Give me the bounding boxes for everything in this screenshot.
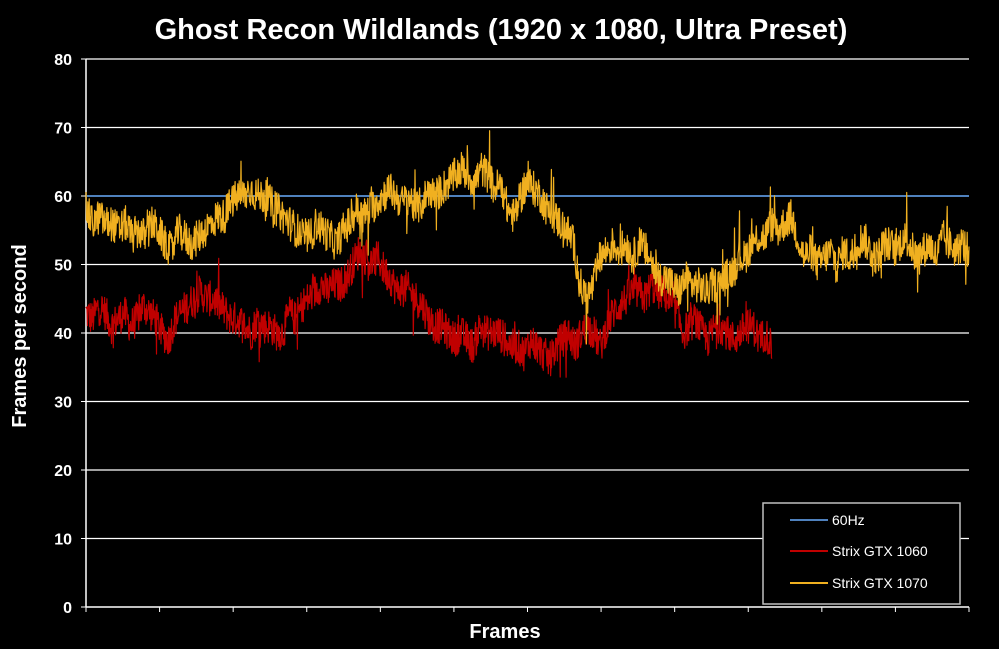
chart-title: Ghost Recon Wildlands (1920 x 1080, Ultr… — [155, 14, 848, 46]
series-layer — [85, 130, 970, 378]
series-line-strix-gtx-1060 — [85, 237, 773, 378]
x-axis-label: Frames — [469, 621, 540, 643]
y-axis-label: Frames per second — [9, 244, 31, 427]
series-line-strix-gtx-1070 — [85, 130, 970, 345]
y-tick-label: 0 — [63, 600, 72, 617]
y-tick-label: 30 — [54, 395, 72, 412]
legend: 60Hz Strix GTX 1060 Strix GTX 1070 — [762, 502, 961, 605]
y-tick-label: 50 — [54, 258, 72, 275]
y-tick-label: 80 — [54, 52, 72, 69]
legend-label: Strix GTX 1070 — [832, 575, 928, 591]
y-tick-label: 40 — [54, 326, 72, 343]
y-axis-ticks: 0 10 20 30 40 50 60 70 80 — [54, 52, 86, 617]
y-tick-label: 60 — [54, 189, 72, 206]
y-tick-label: 70 — [54, 121, 72, 138]
y-tick-label: 10 — [54, 532, 72, 549]
x-axis — [85, 59, 970, 612]
y-tick-label: 20 — [54, 463, 72, 480]
legend-label: 60Hz — [832, 512, 865, 528]
legend-label: Strix GTX 1060 — [832, 543, 928, 559]
